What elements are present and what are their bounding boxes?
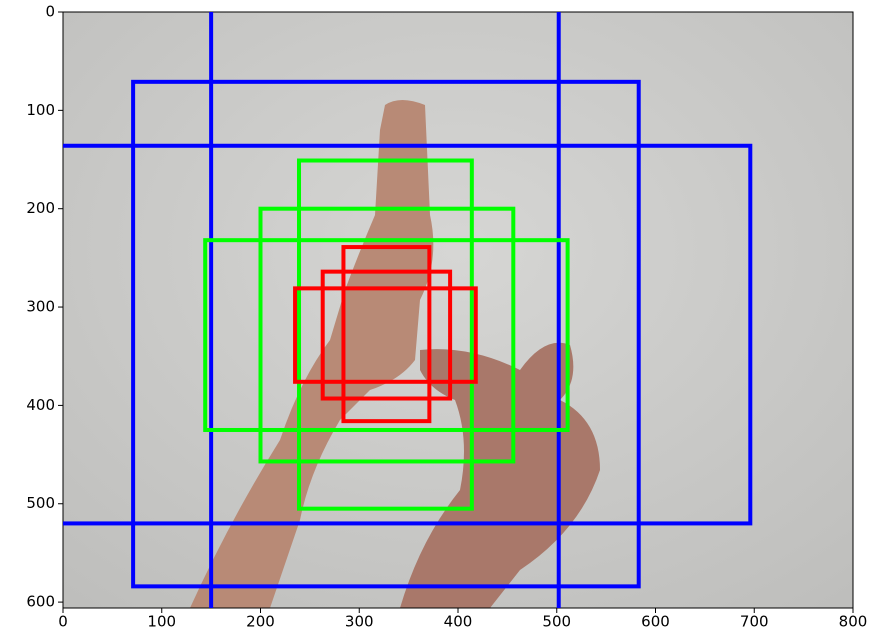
x-tick-label: 0 xyxy=(58,613,68,630)
x-tick-label: 500 xyxy=(542,613,571,630)
x-tick-label: 100 xyxy=(147,613,176,630)
x-tick-label: 200 xyxy=(246,613,275,630)
photo xyxy=(63,12,853,608)
x-tick-label: 400 xyxy=(444,613,473,630)
y-tick-label: 600 xyxy=(26,593,55,611)
x-tick-label: 600 xyxy=(641,613,670,630)
chart: 0 100 200 300 400 500 600 700 800 0 100 200 300 400 50… xyxy=(0,0,884,630)
x-tick-label: 700 xyxy=(740,613,769,630)
y-tick-label: 0 xyxy=(45,3,55,21)
y-tick-label: 100 xyxy=(26,101,55,119)
x-tick-label: 800 xyxy=(839,613,868,630)
y-tick-label: 400 xyxy=(26,396,55,414)
y-tick-label: 500 xyxy=(26,494,55,512)
y-tick-label: 200 xyxy=(26,199,55,217)
y-tick-label: 300 xyxy=(26,298,55,316)
x-tick-label: 300 xyxy=(345,613,374,630)
